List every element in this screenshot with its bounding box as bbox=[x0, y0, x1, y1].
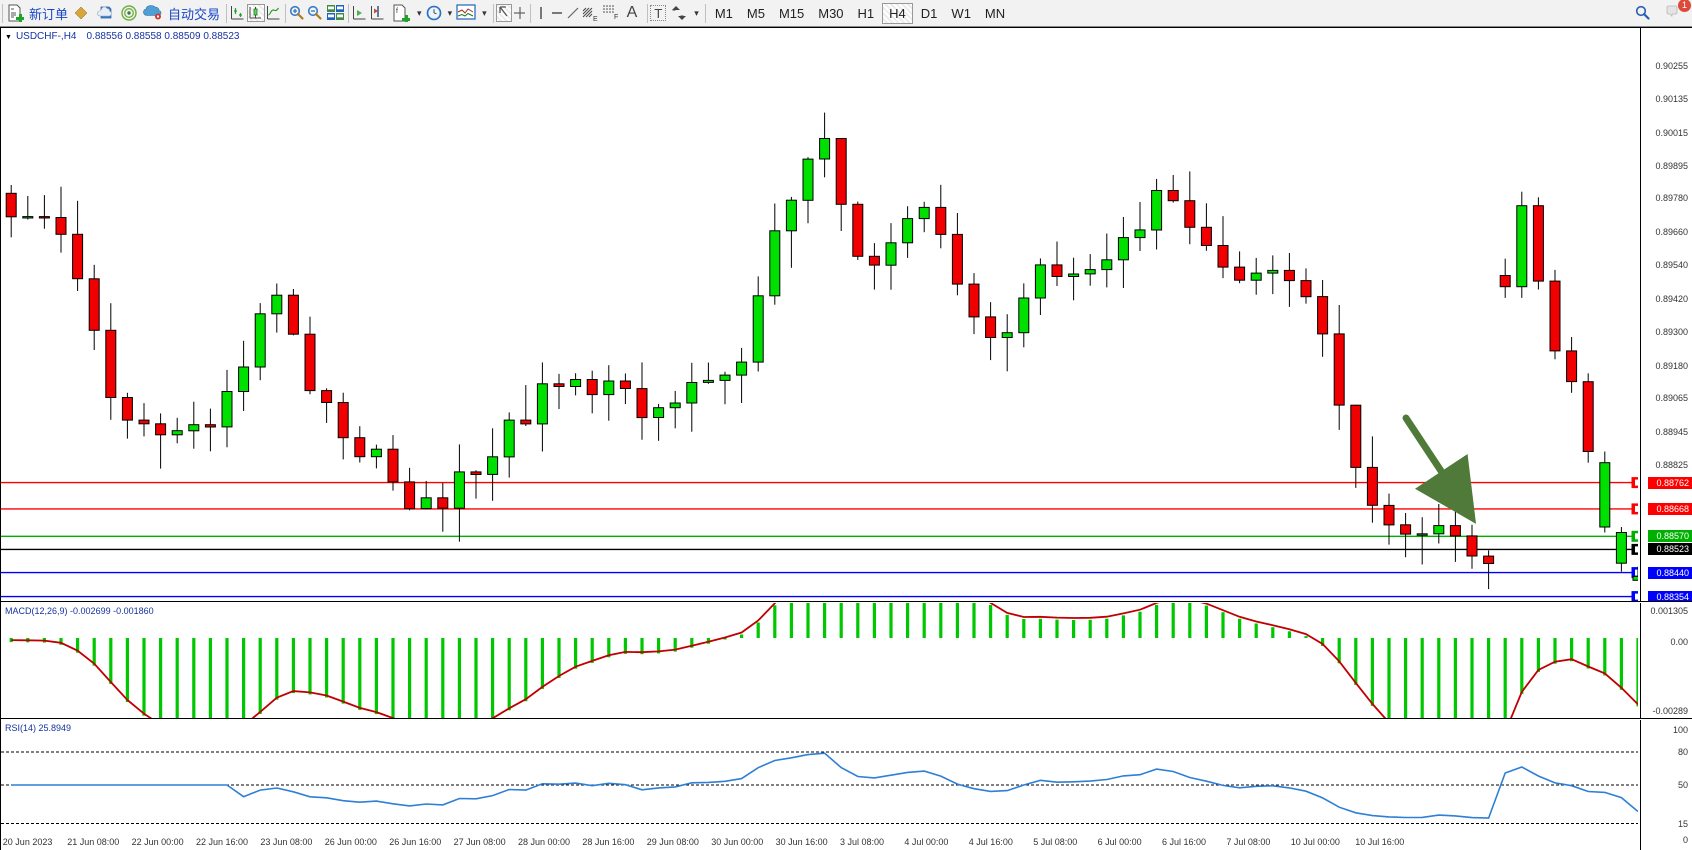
svg-text:f: f bbox=[396, 8, 398, 15]
svg-text:F: F bbox=[614, 14, 618, 21]
svg-text:E: E bbox=[593, 16, 598, 22]
